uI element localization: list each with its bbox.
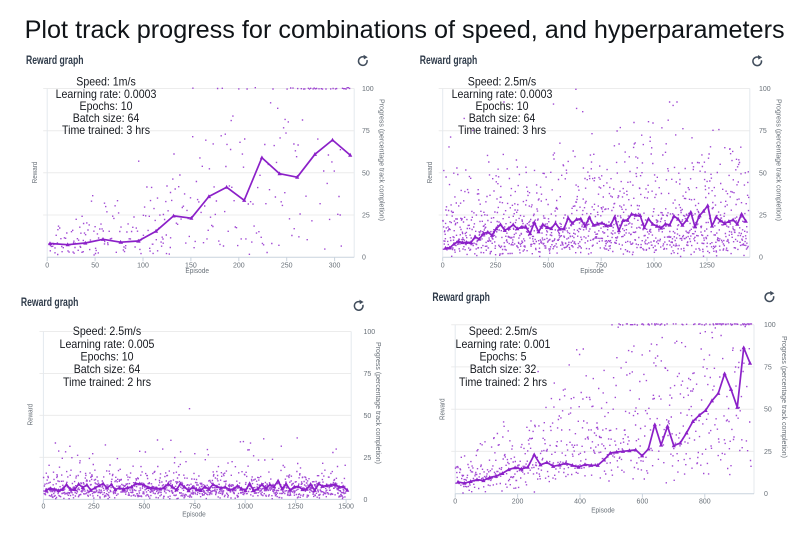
svg-text:Epochs: 5: Epochs: 5 bbox=[479, 350, 526, 364]
svg-text:400: 400 bbox=[574, 499, 586, 506]
svg-text:Batch size: 64: Batch size: 64 bbox=[73, 111, 140, 125]
svg-text:Progress (percentage track com: Progress (percentage track completion) bbox=[780, 336, 787, 458]
svg-text:Episode: Episode bbox=[580, 268, 604, 275]
svg-text:Speed: 2.5m/s: Speed: 2.5m/s bbox=[468, 75, 536, 89]
svg-text:25: 25 bbox=[362, 213, 370, 220]
svg-text:Learning rate: 0.0003: Learning rate: 0.0003 bbox=[56, 87, 157, 101]
svg-text:0: 0 bbox=[45, 262, 49, 269]
svg-text:250: 250 bbox=[490, 262, 502, 269]
svg-text:75: 75 bbox=[364, 371, 372, 378]
svg-text:200: 200 bbox=[512, 499, 524, 506]
svg-text:Learning rate: 0.001: Learning rate: 0.001 bbox=[456, 337, 551, 351]
svg-text:0: 0 bbox=[453, 499, 457, 506]
svg-text:0: 0 bbox=[759, 255, 763, 262]
svg-text:Epochs: 10: Epochs: 10 bbox=[81, 350, 134, 364]
svg-text:Reward: Reward bbox=[28, 404, 35, 426]
svg-text:0: 0 bbox=[41, 504, 45, 511]
svg-text:0: 0 bbox=[364, 497, 368, 504]
svg-text:Reward: Reward bbox=[32, 162, 39, 184]
svg-text:100: 100 bbox=[137, 262, 149, 269]
svg-text:1250: 1250 bbox=[699, 262, 715, 269]
svg-text:50: 50 bbox=[764, 407, 772, 414]
svg-text:1000: 1000 bbox=[646, 262, 662, 269]
svg-text:500: 500 bbox=[138, 504, 150, 511]
svg-text:75: 75 bbox=[362, 128, 370, 135]
svg-text:100: 100 bbox=[362, 86, 374, 93]
svg-text:Learning rate: 0.005: Learning rate: 0.005 bbox=[60, 337, 155, 351]
svg-text:Batch size: 64: Batch size: 64 bbox=[74, 362, 141, 376]
svg-text:Time trained: 2 hrs: Time trained: 2 hrs bbox=[63, 375, 151, 389]
svg-text:250: 250 bbox=[88, 504, 100, 511]
svg-text:Reward graph: Reward graph bbox=[420, 55, 478, 67]
svg-text:Speed: 2.5m/s: Speed: 2.5m/s bbox=[73, 324, 141, 338]
svg-text:Progress (percentage track com: Progress (percentage track completion) bbox=[774, 99, 781, 221]
svg-text:50: 50 bbox=[759, 170, 767, 177]
svg-text:50: 50 bbox=[91, 262, 99, 269]
svg-text:0: 0 bbox=[764, 491, 768, 498]
svg-text:1000: 1000 bbox=[237, 504, 253, 511]
svg-text:Time trained: 3 hrs: Time trained: 3 hrs bbox=[62, 123, 150, 137]
svg-text:Episode: Episode bbox=[185, 268, 209, 275]
svg-text:Learning rate: 0.0003: Learning rate: 0.0003 bbox=[452, 87, 553, 101]
svg-text:25: 25 bbox=[764, 449, 772, 456]
svg-text:100: 100 bbox=[764, 322, 776, 329]
svg-text:150: 150 bbox=[185, 262, 197, 269]
svg-text:Reward graph: Reward graph bbox=[26, 55, 84, 67]
svg-text:250: 250 bbox=[281, 262, 293, 269]
svg-text:Reward: Reward bbox=[440, 398, 447, 420]
svg-text:25: 25 bbox=[759, 213, 767, 220]
svg-text:100: 100 bbox=[759, 86, 771, 93]
svg-text:Episode: Episode bbox=[182, 512, 206, 519]
svg-text:800: 800 bbox=[699, 499, 711, 506]
svg-text:Epochs: 10: Epochs: 10 bbox=[80, 99, 133, 113]
svg-text:Batch size: 32: Batch size: 32 bbox=[470, 362, 537, 376]
svg-text:75: 75 bbox=[759, 128, 767, 135]
svg-text:Episode: Episode bbox=[591, 508, 615, 515]
svg-text:Speed: 1m/s: Speed: 1m/s bbox=[76, 75, 136, 89]
svg-text:600: 600 bbox=[637, 499, 649, 506]
svg-text:Batch size: 64: Batch size: 64 bbox=[469, 111, 536, 125]
svg-text:750: 750 bbox=[189, 504, 201, 511]
svg-text:100: 100 bbox=[364, 329, 376, 336]
svg-text:Progress (percentage track com: Progress (percentage track completion) bbox=[374, 342, 381, 464]
svg-text:Reward graph: Reward graph bbox=[21, 297, 79, 309]
svg-text:Plot track progress for combin: Plot track progress for combinations of … bbox=[25, 16, 785, 44]
svg-text:Time trained: 2 hrs: Time trained: 2 hrs bbox=[459, 375, 547, 389]
svg-text:0: 0 bbox=[362, 255, 366, 262]
svg-text:1500: 1500 bbox=[338, 504, 354, 511]
svg-text:200: 200 bbox=[233, 262, 245, 269]
svg-text:Speed: 2.5m/s: Speed: 2.5m/s bbox=[469, 324, 537, 338]
svg-text:50: 50 bbox=[362, 170, 370, 177]
svg-text:Reward: Reward bbox=[427, 162, 434, 184]
svg-text:50: 50 bbox=[364, 413, 372, 420]
svg-text:1250: 1250 bbox=[288, 504, 304, 511]
svg-text:Reward graph: Reward graph bbox=[432, 292, 490, 304]
svg-text:Epochs: 10: Epochs: 10 bbox=[476, 99, 529, 113]
svg-text:0: 0 bbox=[441, 262, 445, 269]
svg-text:300: 300 bbox=[329, 262, 341, 269]
svg-text:25: 25 bbox=[364, 455, 372, 462]
svg-text:75: 75 bbox=[764, 364, 772, 371]
svg-text:Time trained: 3 hrs: Time trained: 3 hrs bbox=[458, 123, 546, 137]
svg-text:500: 500 bbox=[543, 262, 555, 269]
svg-text:750: 750 bbox=[595, 262, 607, 269]
svg-text:Progress (percentage track com: Progress (percentage track completion) bbox=[378, 99, 385, 221]
